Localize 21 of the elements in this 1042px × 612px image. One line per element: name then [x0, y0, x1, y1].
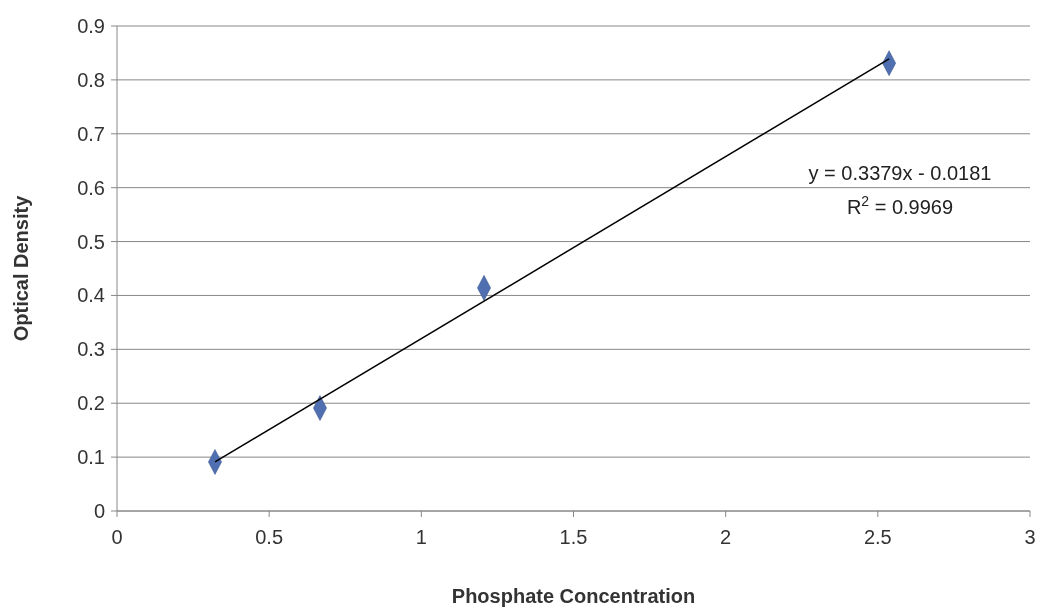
y-tick-label: 0.6 — [77, 176, 105, 199]
annotation: y = 0.3379x - 0.0181 — [808, 162, 992, 184]
x-tick-label: 1.5 — [559, 526, 588, 548]
x-tick-label: 0 — [111, 526, 123, 548]
x-tick-label: 2.5 — [863, 526, 892, 548]
x-tick-label: 1 — [415, 526, 427, 548]
x-axis-title: Phosphate Concentration — [451, 585, 696, 607]
y-tick-label: 0.3 — [77, 338, 105, 361]
annotation: R$^{2}$ = 0.9969 — [846, 193, 954, 218]
y-tick-label: 0.9 — [77, 15, 105, 37]
y-tick-label: 0.1 — [77, 446, 105, 469]
x-tick-label: 3 — [1024, 526, 1036, 548]
y-tick-label: 0.2 — [77, 392, 105, 415]
y-tick-label: 0.7 — [77, 122, 105, 145]
y-tick-label: 0.5 — [77, 230, 105, 253]
x-tick-label: 0.5 — [255, 526, 284, 548]
y-tick-label: 0.8 — [77, 68, 105, 91]
x-tick-label: 2 — [720, 526, 732, 548]
y-tick-label: 0.4 — [77, 284, 105, 307]
y-axis-title: Optical Density — [10, 194, 32, 342]
y-tick-label: 0 — [93, 500, 105, 522]
